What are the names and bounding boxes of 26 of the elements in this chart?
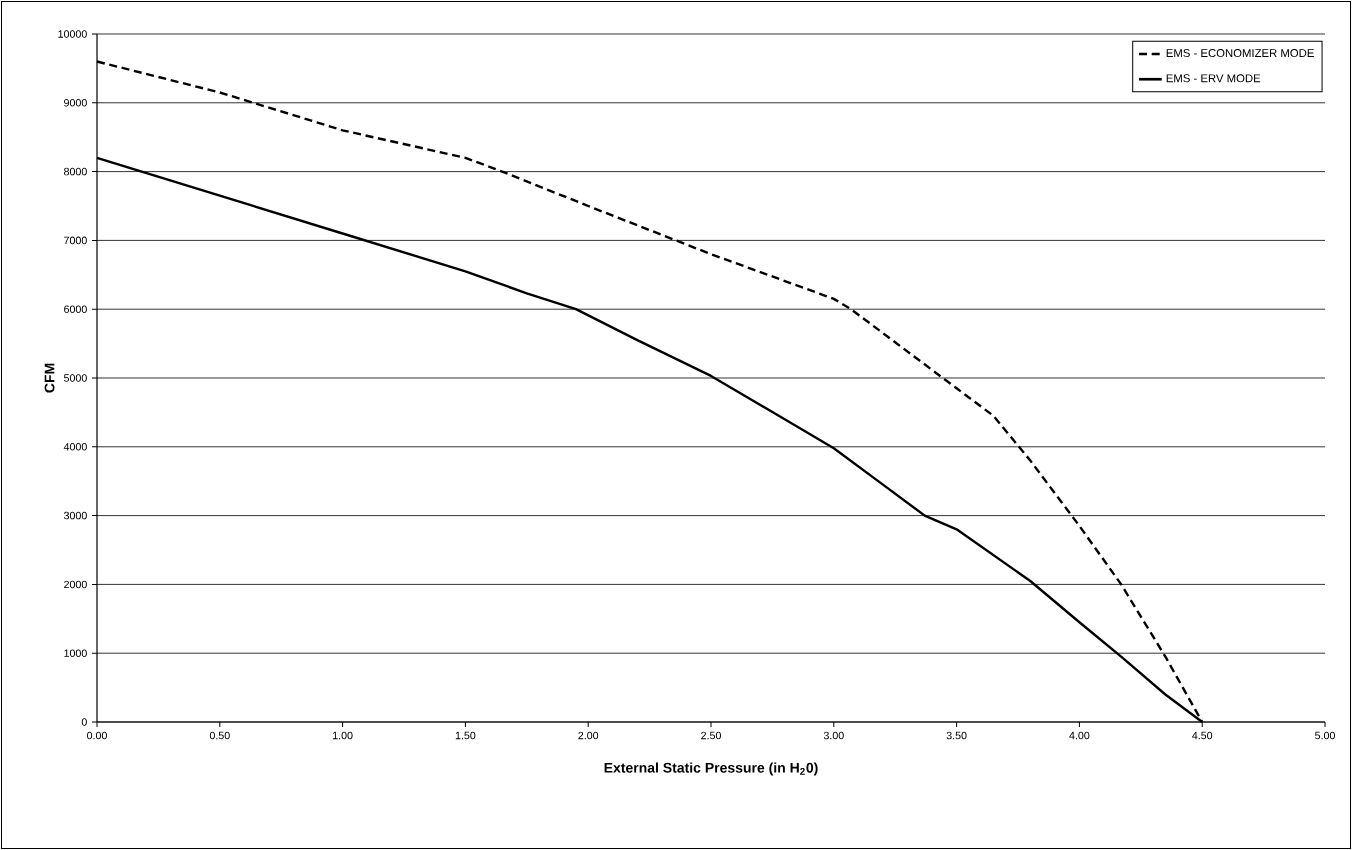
x-tick-label: 4.00: [1069, 731, 1090, 740]
y-tick-label: 4000: [63, 443, 87, 451]
x-tick-label: 0.50: [209, 731, 230, 740]
y-tick-label: 5000: [63, 374, 87, 382]
y-tick-label: 1000: [64, 649, 87, 657]
y-tick-label: 7000: [64, 236, 87, 245]
y-tick-label: 0: [81, 718, 87, 726]
x-tick-label: 1.50: [455, 731, 476, 740]
x-tick-label: 2.00: [578, 731, 599, 740]
x-tick-label: 3.50: [946, 731, 967, 740]
x-tick-label: 1.00: [333, 731, 353, 740]
y-tick-label: 2000: [64, 580, 87, 589]
x-tick-label: 4.50: [1192, 731, 1213, 740]
y-tick-label: 3000: [63, 511, 87, 520]
x-tick-label: 0.00: [87, 731, 107, 740]
legend-label: EMS - ECONOMIZER MODE: [1166, 49, 1314, 58]
y-tick-label: 8000: [64, 167, 87, 176]
legend-label: EMS - ERV MODE: [1166, 74, 1261, 83]
y-axis-title: CFM: [44, 363, 55, 393]
y-tick-label: 6000: [64, 305, 87, 313]
x-tick-label: 3.00: [823, 731, 844, 740]
x-tick-label: 5.00: [1315, 731, 1335, 740]
x-axis-title: External Static Pressure (in H$_{2}$0): [604, 762, 818, 776]
y-tick-label: 10000: [58, 30, 87, 38]
x-tick-label: 2.50: [701, 731, 721, 740]
y-tick-label: 9000: [64, 99, 87, 107]
